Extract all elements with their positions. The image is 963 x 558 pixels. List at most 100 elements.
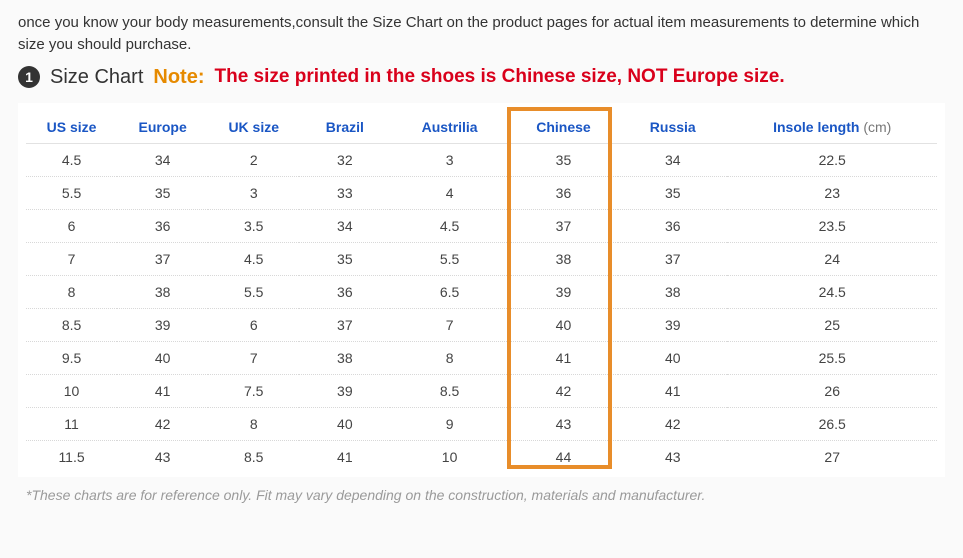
column-header: Europe xyxy=(117,111,208,144)
note-label: Note: xyxy=(153,66,204,89)
table-cell: 22.5 xyxy=(727,143,937,176)
table-cell: 39 xyxy=(299,374,390,407)
table-cell: 40 xyxy=(618,341,727,374)
table-cell: 35 xyxy=(299,242,390,275)
table-cell: 36 xyxy=(117,209,208,242)
table-cell: 2 xyxy=(208,143,299,176)
table-cell: 38 xyxy=(618,275,727,308)
table-header-row: US sizeEuropeUK sizeBrazilAustriliaChine… xyxy=(26,111,937,144)
table-cell: 37 xyxy=(509,209,618,242)
table-cell: 26 xyxy=(727,374,937,407)
table-cell: 42 xyxy=(117,407,208,440)
table-row: 8.5396377403925 xyxy=(26,308,937,341)
table-cell: 6 xyxy=(208,308,299,341)
table-cell: 24.5 xyxy=(727,275,937,308)
table-row: 7374.5355.5383724 xyxy=(26,242,937,275)
column-header: Insole length (cm) xyxy=(727,111,937,144)
table-cell: 7.5 xyxy=(208,374,299,407)
table-cell: 40 xyxy=(117,341,208,374)
table-cell: 43 xyxy=(509,407,618,440)
unit-label: (cm) xyxy=(863,119,891,135)
column-header: Chinese xyxy=(509,111,618,144)
table-cell: 5.5 xyxy=(26,176,117,209)
column-header: UK size xyxy=(208,111,299,144)
table-cell: 42 xyxy=(509,374,618,407)
table-cell: 41 xyxy=(299,440,390,473)
table-cell: 4.5 xyxy=(390,209,508,242)
table-row: 4.5342323353422.5 xyxy=(26,143,937,176)
table-row: 11428409434226.5 xyxy=(26,407,937,440)
table-cell: 41 xyxy=(618,374,727,407)
table-cell: 4 xyxy=(390,176,508,209)
table-cell: 35 xyxy=(509,143,618,176)
table-cell: 3 xyxy=(208,176,299,209)
table-cell: 10 xyxy=(390,440,508,473)
table-row: 5.5353334363523 xyxy=(26,176,937,209)
column-header: Russia xyxy=(618,111,727,144)
table-cell: 5.5 xyxy=(390,242,508,275)
table-cell: 3.5 xyxy=(208,209,299,242)
table-cell: 34 xyxy=(299,209,390,242)
size-chart-table-wrap: US sizeEuropeUK sizeBrazilAustriliaChine… xyxy=(18,103,945,477)
table-cell: 39 xyxy=(618,308,727,341)
table-cell: 25 xyxy=(727,308,937,341)
footnote-text: *These charts are for reference only. Fi… xyxy=(18,487,945,503)
table-cell: 8.5 xyxy=(390,374,508,407)
table-cell: 38 xyxy=(509,242,618,275)
heading-row: 1 Size Chart Note: The size printed in t… xyxy=(18,66,945,89)
table-cell: 41 xyxy=(117,374,208,407)
table-cell: 9 xyxy=(390,407,508,440)
table-row: 9.5407388414025.5 xyxy=(26,341,937,374)
table-cell: 7 xyxy=(26,242,117,275)
table-cell: 43 xyxy=(618,440,727,473)
table-cell: 8 xyxy=(26,275,117,308)
table-cell: 4.5 xyxy=(26,143,117,176)
table-cell: 26.5 xyxy=(727,407,937,440)
table-cell: 25.5 xyxy=(727,341,937,374)
table-cell: 38 xyxy=(117,275,208,308)
size-chart-table: US sizeEuropeUK sizeBrazilAustriliaChine… xyxy=(26,111,937,473)
table-cell: 8.5 xyxy=(208,440,299,473)
table-cell: 24 xyxy=(727,242,937,275)
table-cell: 37 xyxy=(299,308,390,341)
table-cell: 37 xyxy=(117,242,208,275)
table-cell: 34 xyxy=(117,143,208,176)
table-cell: 4.5 xyxy=(208,242,299,275)
note-text: The size printed in the shoes is Chinese… xyxy=(214,66,784,88)
table-cell: 23.5 xyxy=(727,209,937,242)
table-cell: 3 xyxy=(390,143,508,176)
table-cell: 11 xyxy=(26,407,117,440)
table-cell: 38 xyxy=(299,341,390,374)
table-cell: 27 xyxy=(727,440,937,473)
table-cell: 39 xyxy=(117,308,208,341)
table-cell: 32 xyxy=(299,143,390,176)
table-cell: 7 xyxy=(390,308,508,341)
table-cell: 11.5 xyxy=(26,440,117,473)
table-cell: 6.5 xyxy=(390,275,508,308)
table-cell: 7 xyxy=(208,341,299,374)
table-cell: 8 xyxy=(208,407,299,440)
table-row: 8385.5366.5393824.5 xyxy=(26,275,937,308)
table-cell: 34 xyxy=(618,143,727,176)
column-header: Brazil xyxy=(299,111,390,144)
table-cell: 40 xyxy=(299,407,390,440)
table-cell: 37 xyxy=(618,242,727,275)
table-cell: 44 xyxy=(509,440,618,473)
table-cell: 43 xyxy=(117,440,208,473)
table-cell: 5.5 xyxy=(208,275,299,308)
table-cell: 35 xyxy=(117,176,208,209)
table-cell: 33 xyxy=(299,176,390,209)
column-header: Austrilia xyxy=(390,111,508,144)
table-cell: 6 xyxy=(26,209,117,242)
table-cell: 40 xyxy=(509,308,618,341)
table-cell: 39 xyxy=(509,275,618,308)
table-cell: 9.5 xyxy=(26,341,117,374)
table-cell: 23 xyxy=(727,176,937,209)
table-row: 11.5438.54110444327 xyxy=(26,440,937,473)
table-row: 10417.5398.5424126 xyxy=(26,374,937,407)
bullet-number-icon: 1 xyxy=(18,66,40,88)
table-cell: 10 xyxy=(26,374,117,407)
intro-text: once you know your body measurements,con… xyxy=(18,12,945,56)
table-cell: 42 xyxy=(618,407,727,440)
table-row: 6363.5344.5373623.5 xyxy=(26,209,937,242)
